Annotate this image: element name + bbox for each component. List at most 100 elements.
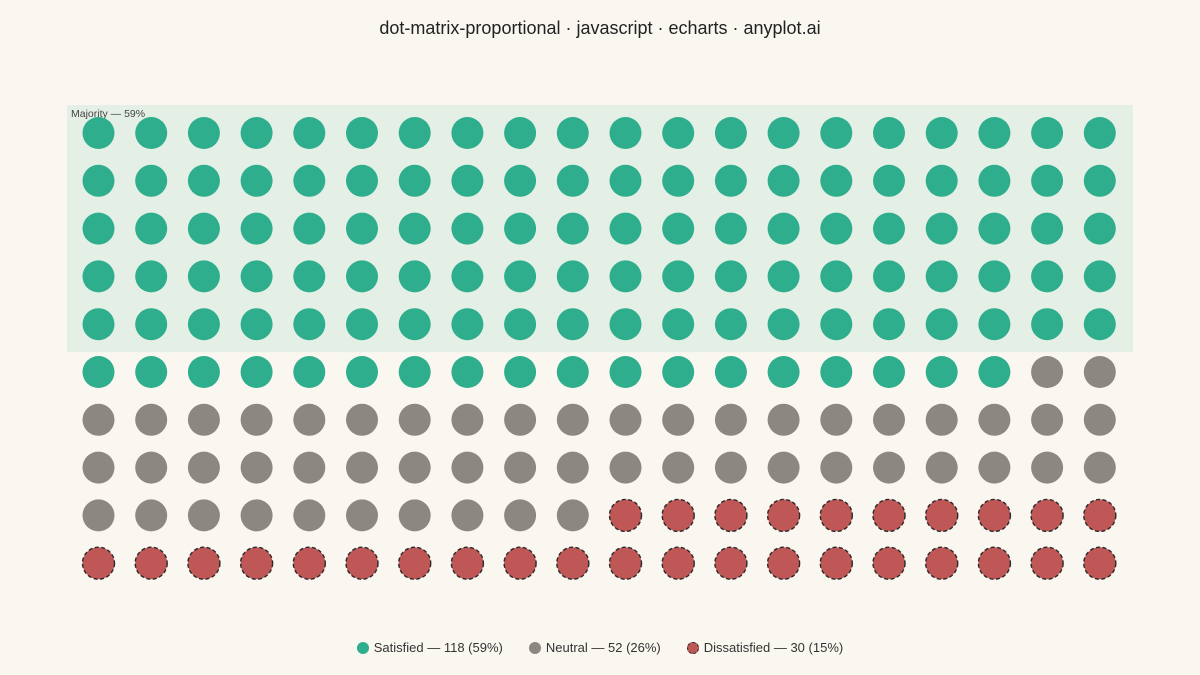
dot-neutral <box>135 499 168 532</box>
dot-satisfied <box>346 164 378 197</box>
dot-neutral <box>820 403 853 436</box>
dot-satisfied <box>504 356 537 388</box>
dot-satisfied <box>293 356 326 388</box>
dot-satisfied <box>820 260 853 293</box>
dot-satisfied <box>135 260 168 293</box>
dot-neutral <box>187 403 220 436</box>
legend-swatch-neutral <box>528 641 541 654</box>
dot-satisfied <box>135 212 168 245</box>
dot-satisfied <box>978 260 1011 293</box>
dot-satisfied <box>504 308 537 341</box>
dot-satisfied <box>714 260 747 293</box>
dot-satisfied <box>82 260 115 293</box>
dot-dissatisfied <box>872 546 906 580</box>
dot-satisfied <box>925 356 958 388</box>
dot-satisfied <box>820 212 853 245</box>
dot-dissatisfied <box>187 546 221 580</box>
dot-neutral <box>609 403 642 436</box>
dot-neutral <box>398 499 431 532</box>
dot-dissatisfied <box>766 546 801 580</box>
dot-satisfied <box>609 164 642 197</box>
dot-satisfied <box>504 117 537 149</box>
dot-neutral <box>556 499 589 532</box>
dot-satisfied <box>925 260 958 293</box>
dot-satisfied <box>187 212 220 245</box>
dot-dissatisfied <box>81 546 116 580</box>
dot-neutral <box>135 403 168 436</box>
dot-neutral <box>451 403 484 436</box>
dot-satisfied <box>820 164 853 197</box>
dot-satisfied <box>767 212 800 245</box>
dot-satisfied <box>662 164 695 197</box>
dot-satisfied <box>767 117 800 149</box>
legend-item-neutral[interactable]: Neutral — 52 (26%) <box>528 640 661 655</box>
dot-satisfied <box>1083 260 1116 293</box>
dot-satisfied <box>398 212 431 245</box>
legend-swatch-dissatisfied <box>686 641 699 654</box>
dot-satisfied <box>1031 164 1064 197</box>
dot-satisfied <box>240 164 273 197</box>
dot-satisfied <box>925 212 958 245</box>
dot-satisfied <box>662 308 695 341</box>
dot-satisfied <box>556 164 589 197</box>
dot-neutral <box>1031 451 1064 484</box>
dot-neutral <box>873 403 905 436</box>
dot-satisfied <box>504 164 537 197</box>
dot-satisfied <box>1083 117 1116 149</box>
dot-dissatisfied <box>1030 498 1064 533</box>
dot-satisfied <box>398 117 431 149</box>
dot-neutral <box>1083 451 1116 484</box>
dot-satisfied <box>1031 260 1064 293</box>
dot-neutral <box>451 499 484 532</box>
dot-satisfied <box>187 164 220 197</box>
dot-satisfied <box>1083 164 1116 197</box>
legend-item-dissatisfied[interactable]: Dissatisfied — 30 (15%) <box>686 640 843 655</box>
dot-satisfied <box>820 356 853 388</box>
majority-highlight-band <box>67 105 1133 353</box>
dot-satisfied <box>240 117 273 149</box>
dot-dissatisfied <box>714 498 748 533</box>
dot-satisfied <box>873 117 905 149</box>
dot-satisfied <box>767 260 800 293</box>
dot-satisfied <box>293 117 326 149</box>
legend-label-neutral: Neutral — 52 (26%) <box>545 640 661 655</box>
dot-neutral <box>767 451 800 484</box>
dot-neutral <box>240 403 273 436</box>
dot-satisfied <box>820 308 853 341</box>
legend: Satisfied — 118 (59%) Neutral — 52 (26%) D… <box>0 640 1200 655</box>
dot-neutral <box>240 451 273 484</box>
dot-neutral <box>609 451 642 484</box>
dot-dissatisfied <box>819 546 853 580</box>
dot-satisfied <box>135 308 168 341</box>
dot-satisfied <box>346 260 378 293</box>
dot-satisfied <box>556 117 589 149</box>
dot-satisfied <box>556 212 589 245</box>
dot-satisfied <box>240 212 273 245</box>
dot-satisfied <box>346 212 378 245</box>
dot-satisfied <box>978 212 1011 245</box>
dot-satisfied <box>662 212 695 245</box>
dot-satisfied <box>925 308 958 341</box>
dot-satisfied <box>82 212 115 245</box>
dot-satisfied <box>293 260 326 293</box>
dot-neutral <box>187 451 220 484</box>
dot-neutral <box>714 451 747 484</box>
legend-item-satisfied[interactable]: Satisfied — 118 (59%) <box>356 640 503 655</box>
dot-dissatisfied <box>556 546 590 580</box>
dot-satisfied <box>187 308 220 341</box>
dot-satisfied <box>451 260 484 293</box>
dot-neutral <box>293 451 326 484</box>
dot-satisfied <box>82 164 115 197</box>
dot-satisfied <box>135 117 168 149</box>
dot-neutral <box>1083 403 1116 436</box>
dot-satisfied <box>978 164 1011 197</box>
dot-satisfied <box>714 308 747 341</box>
dot-dissatisfied <box>608 546 643 580</box>
dot-neutral <box>1083 356 1116 388</box>
dot-satisfied <box>609 308 642 341</box>
dot-dissatisfied <box>608 498 643 533</box>
dot-satisfied <box>978 308 1011 341</box>
dot-satisfied <box>398 260 431 293</box>
dot-satisfied <box>1083 212 1116 245</box>
